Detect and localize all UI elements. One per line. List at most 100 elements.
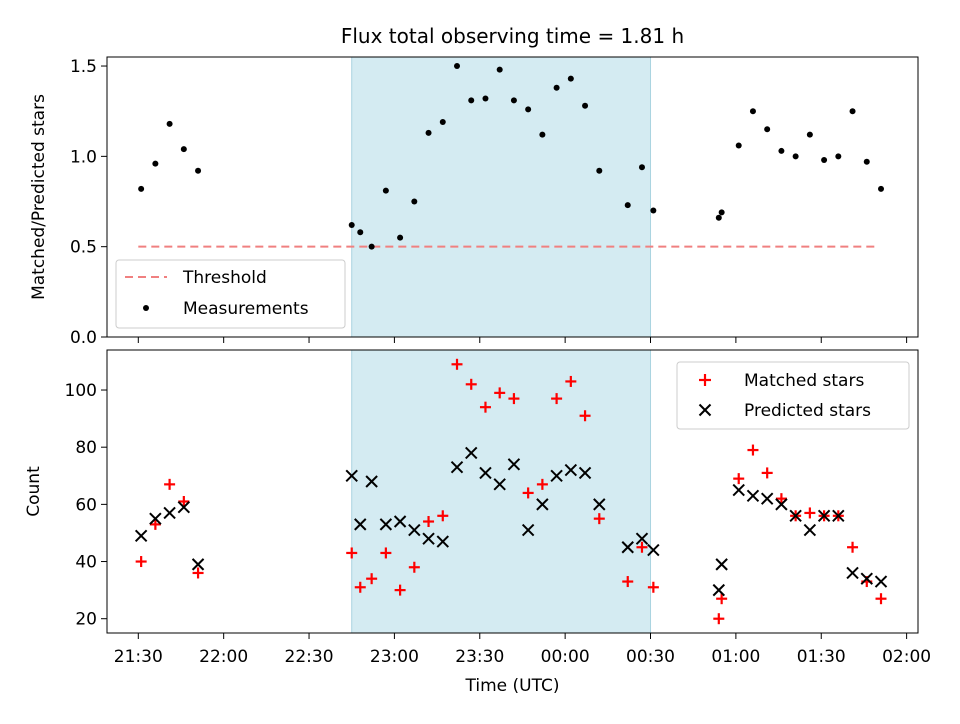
matched-star-point <box>636 541 648 553</box>
predicted-star-point <box>149 512 162 525</box>
predicted-star-point <box>846 566 859 580</box>
time-x-ticks: 21:30 22:00 22:30 23:00 23:30 00:00 00:30 01:00… <box>114 633 931 667</box>
measurement-point <box>382 187 389 194</box>
y-tick-label: 20 <box>75 610 97 630</box>
predicted-star-point <box>493 478 506 491</box>
predicted-star-point <box>379 518 393 531</box>
matched-star-point <box>761 467 773 479</box>
measurement-point <box>510 97 517 104</box>
matched-star-point <box>354 581 366 593</box>
legend-predicted-swatch <box>698 403 712 417</box>
x-tick-label: 23:30 <box>455 647 504 667</box>
matched-star-point <box>380 547 392 559</box>
predicted-star-point <box>134 529 148 543</box>
measurement-point <box>368 243 375 250</box>
measurement-point <box>715 214 722 221</box>
matched-star-point <box>647 581 659 593</box>
measurement-point <box>357 229 364 236</box>
legend-x-marker <box>698 403 712 417</box>
matched-star-point <box>733 473 745 485</box>
measurement-point <box>567 75 574 82</box>
measurement-point <box>180 146 187 153</box>
matched-star-point <box>192 567 204 579</box>
measurement-point <box>718 209 725 216</box>
matched-star-point <box>522 487 534 499</box>
matched-star-point <box>579 410 591 422</box>
predicted-star-point <box>789 509 802 523</box>
observing-window-shade <box>351 56 652 338</box>
predicted-star-point <box>408 523 421 537</box>
chart-title: Flux total observing time = 1.81 h <box>341 24 684 48</box>
measurement-point <box>582 102 589 109</box>
predicted-star-point <box>365 475 378 488</box>
matched-star-point <box>178 496 190 508</box>
matched-star-point <box>508 393 520 405</box>
measurement-point <box>539 131 546 138</box>
y-tick-label: 1.0 <box>70 147 97 167</box>
matched-star-point <box>622 576 634 588</box>
legend-measurements-swatch <box>143 305 149 311</box>
matched-star-point <box>716 593 728 605</box>
predicted-star-point <box>732 483 745 497</box>
predicted-star-point <box>593 498 606 511</box>
measurement-point <box>525 106 532 113</box>
y-tick-label: 100 <box>65 381 97 401</box>
measurement-point <box>863 158 870 165</box>
predicted-star-point <box>760 492 774 505</box>
measurement-point <box>482 95 489 102</box>
measurement-point <box>454 63 461 70</box>
measurement-point <box>138 185 145 192</box>
measurement-point <box>650 207 657 214</box>
count-legend-box <box>676 361 910 430</box>
x-tick-label: 01:00 <box>711 647 760 667</box>
predicted-star-point <box>177 501 191 514</box>
measurement-point <box>411 198 418 205</box>
x-tick-label: 21:30 <box>114 647 163 667</box>
ratio-legend-box <box>115 259 346 329</box>
predicted-star-point <box>635 532 649 545</box>
measurement-point <box>878 185 885 192</box>
predicted-star-point <box>860 572 873 585</box>
measurement-point <box>166 120 173 127</box>
y-tick-label: 1.5 <box>70 57 97 77</box>
count-legend: Matched stars Predicted stars <box>676 361 910 430</box>
measurement-point <box>749 108 756 115</box>
ratio-legend: Threshold Measurements <box>115 259 346 329</box>
y-tick-label: 0.0 <box>70 328 97 348</box>
x-tick-label: 01:30 <box>797 647 846 667</box>
matched-star-point <box>149 518 161 530</box>
predicted-star-point <box>422 532 435 545</box>
legend-measurements-label: Measurements <box>183 299 309 319</box>
predicted-star-point <box>715 558 728 571</box>
ratio-y-axis-label: Matched/Predicted stars <box>29 94 49 300</box>
measurement-point <box>195 167 202 174</box>
predicted-star-point <box>345 469 358 482</box>
predicted-stars-points <box>134 446 888 597</box>
measurement-point <box>596 167 603 174</box>
legend-predicted-label: Predicted stars <box>744 401 871 421</box>
predicted-star-point <box>775 498 788 511</box>
matched-star-point <box>394 584 406 596</box>
matched-star-point <box>423 516 435 528</box>
legend-matched-swatch <box>699 374 711 386</box>
measurement-point <box>397 234 404 241</box>
measurement-point <box>821 156 828 163</box>
matched-star-point <box>551 393 563 405</box>
ratio-x-ticks <box>137 337 908 343</box>
matched-stars-points <box>135 358 887 625</box>
matched-star-point <box>366 573 378 585</box>
legend-threshold-label: Threshold <box>182 268 267 288</box>
count-y-axis-label: Count <box>24 466 44 517</box>
measurement-point <box>425 129 432 136</box>
predicted-star-point <box>832 509 845 523</box>
measurement-point <box>348 222 355 228</box>
count-panel: 20 40 60 80 100 21:30 22:00 22:30 23:00 23:30 00:… <box>24 349 931 696</box>
predicted-star-point <box>712 583 726 597</box>
matched-star-point <box>494 387 506 399</box>
predicted-star-point <box>507 458 521 471</box>
predicted-star-point <box>874 575 888 588</box>
measurement-point <box>624 202 631 209</box>
count-y-ticks: 20 40 60 80 100 <box>65 381 107 630</box>
x-tick-label: 23:00 <box>370 647 419 667</box>
y-tick-label: 60 <box>75 495 97 515</box>
